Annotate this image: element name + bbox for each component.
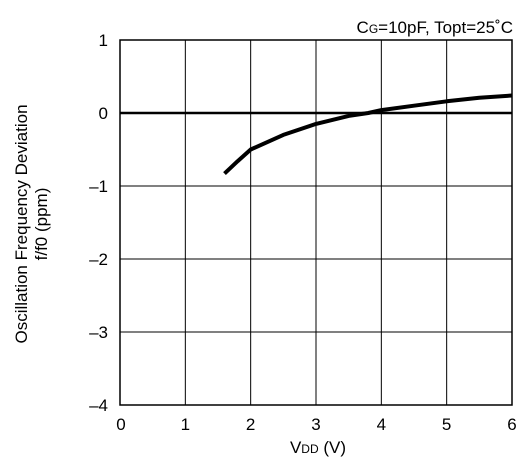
y-tick-label-4: –3 [89,323,108,342]
x-tick-label-0: 0 [116,415,125,434]
y-axis-label-line1: Oscillation Frequency Deviation [12,104,31,343]
annotation-rest: =10pF, Topt=25˚C [378,18,513,37]
x-axis-label-v: V [290,438,302,457]
y-axis-label: Oscillation Frequency Deviation f/f0 (pp… [12,104,51,343]
annotation: CG=10pF, Topt=25˚C [357,18,513,37]
x-tick-label-6: 6 [507,415,516,434]
y-tick-label-0: 1 [99,31,108,50]
series-line-0 [223,93,513,176]
annotation-c-subscript: G [369,22,378,36]
series-group [223,93,513,176]
y-tick-label-3: –2 [89,250,108,269]
x-tick-label-5: 5 [442,415,451,434]
x-tick-label-3: 3 [311,415,320,434]
x-tick-labels: 0 1 2 3 4 5 6 [116,415,516,434]
x-tick-label-4: 4 [377,415,386,434]
y-axis-label-line2: f/f0 (ppm) [32,188,51,261]
plot-frame [119,39,513,406]
x-axis-label-unit: (V) [319,438,346,457]
annotation-c: C [357,18,369,37]
grid [120,40,512,405]
y-tick-label-5: –4 [89,396,108,415]
x-tick-label-2: 2 [246,415,255,434]
y-tick-labels: 1 0 –1 –2 –3 –4 [89,31,108,415]
x-axis-label-subscript: DD [301,442,319,456]
x-tick-label-1: 1 [181,415,190,434]
y-tick-label-1: 0 [99,104,108,123]
x-axis-label: VDD (V) [290,438,346,457]
y-tick-label-2: –1 [89,177,108,196]
